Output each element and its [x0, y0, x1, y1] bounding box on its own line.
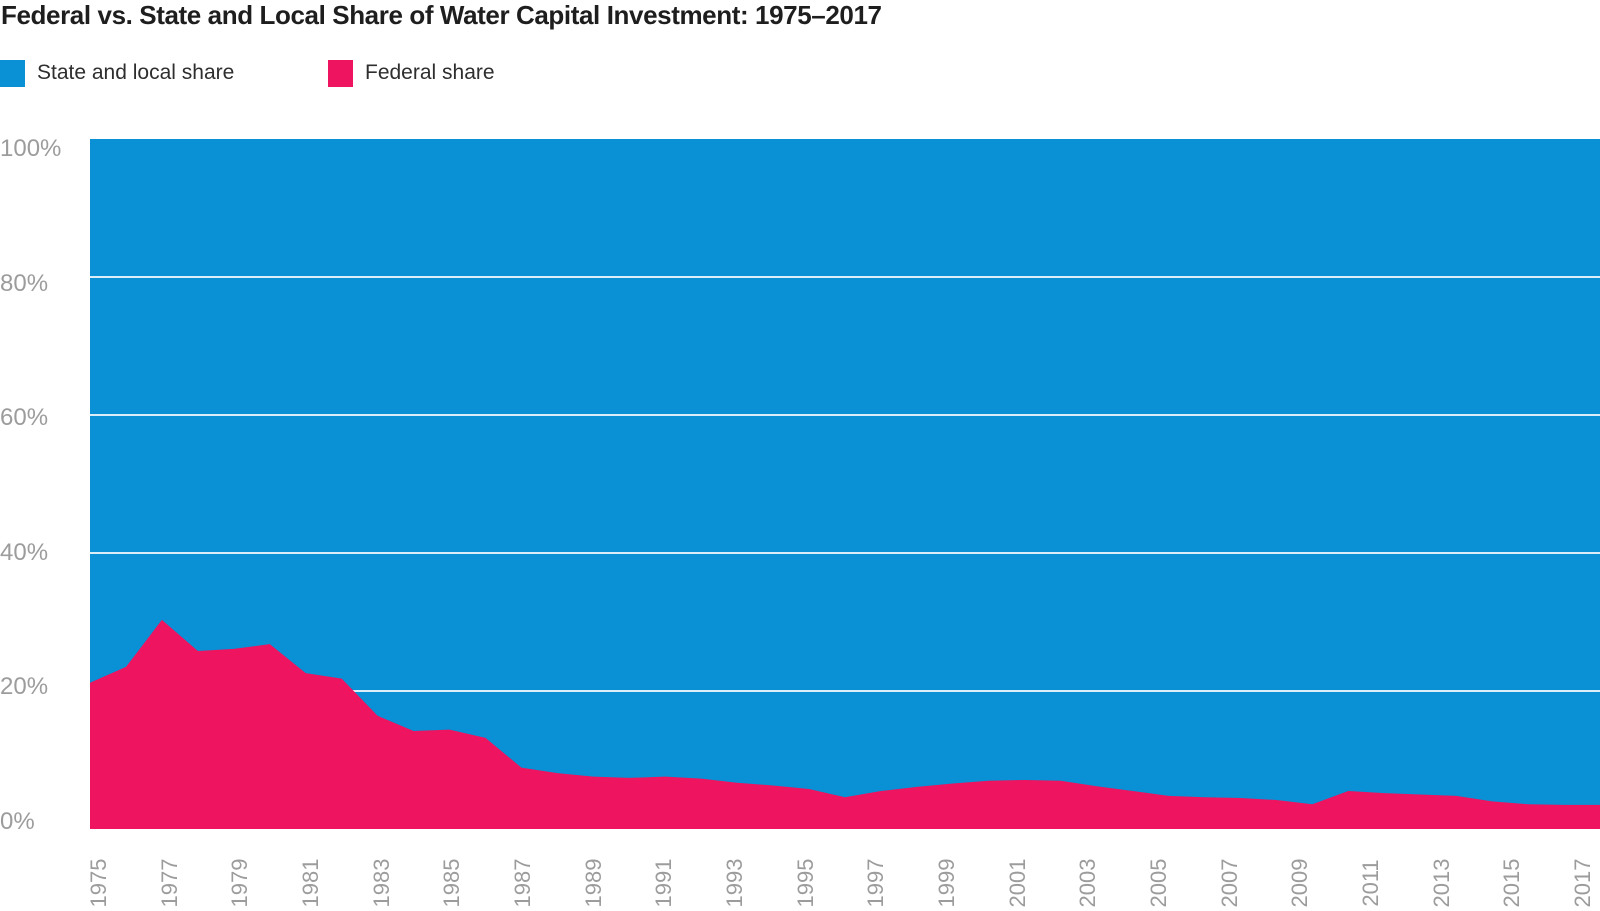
x-axis-label: 2003: [1075, 858, 1101, 908]
x-axis-label: 2007: [1216, 858, 1242, 908]
x-axis-label: 2001: [1004, 858, 1030, 908]
y-axis-label: 0%: [0, 808, 35, 835]
chart-title: Federal vs. State and Local Share of Wat…: [1, 0, 882, 30]
x-axis-label: 2017: [1569, 858, 1595, 908]
x-axis-label: 1983: [368, 858, 394, 908]
x-axis-label: 1985: [439, 858, 465, 908]
legend-label-federal: Federal share: [365, 61, 495, 84]
x-axis-label: 1975: [86, 858, 111, 908]
federal-swatch: [328, 59, 353, 87]
x-axis-label: 1989: [580, 858, 606, 908]
x-axis-label: 2013: [1428, 858, 1454, 908]
chart-svg: [90, 139, 1600, 829]
stacked-area-chart: [90, 139, 1600, 829]
legend-item-federal: Federal share: [328, 58, 495, 88]
federal-area: [90, 619, 1600, 829]
y-axis-label: 100%: [0, 135, 62, 162]
y-axis-label: 60%: [0, 404, 49, 432]
x-axis-label: 1981: [297, 858, 323, 908]
x-axis-label: 1987: [509, 858, 535, 908]
y-axis-label: 80%: [0, 269, 49, 297]
legend-label-state-local: State and local share: [37, 61, 235, 84]
x-axis-label: 1977: [156, 858, 182, 908]
state-local-swatch: [0, 59, 25, 87]
x-axis-label: 2011: [1357, 859, 1383, 907]
x-axis-label: 1979: [227, 858, 253, 908]
x-axis-label: 2005: [1145, 858, 1171, 908]
x-axis-label: 2015: [1499, 858, 1525, 908]
y-axis-label: 40%: [0, 538, 49, 566]
x-axis-label: 1995: [792, 858, 818, 908]
x-axis-label: 1993: [721, 858, 747, 908]
x-axis-label: 1991: [651, 858, 677, 908]
x-axis-label: 1999: [933, 858, 959, 908]
legend-item-state-local: State and local share: [0, 58, 234, 88]
x-axis-label: 2009: [1287, 858, 1313, 908]
y-axis-label: 20%: [0, 673, 49, 701]
x-axis-label: 1997: [863, 858, 889, 908]
